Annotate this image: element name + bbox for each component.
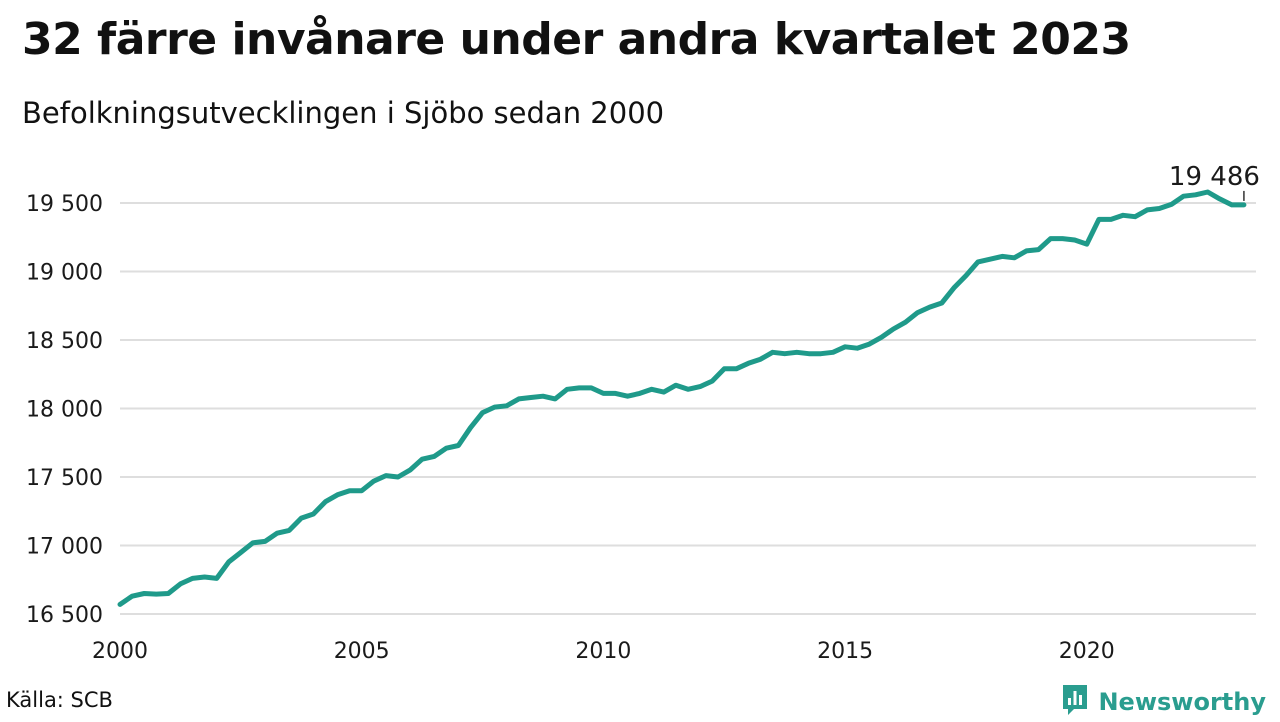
x-tick-label: 2010	[575, 639, 631, 664]
x-tick-label: 2005	[334, 639, 390, 664]
x-axis-ticks: 2000 2005 2010 2015 2020	[92, 639, 1115, 664]
y-tick-label: 18 500	[26, 329, 103, 354]
y-tick-label: 16 500	[26, 603, 103, 628]
bar-chart-icon	[1060, 682, 1090, 722]
brand-name: Newsworthy	[1098, 688, 1266, 716]
x-tick-label: 2000	[92, 639, 148, 664]
y-tick-label: 17 000	[26, 535, 103, 560]
annotation: 19 486	[1169, 162, 1260, 201]
chart-title: 32 färre invånare under andra kvartalet …	[22, 14, 1131, 65]
grid-lines	[120, 202, 1256, 615]
series-line	[117, 189, 1247, 607]
x-tick-label: 2015	[817, 639, 873, 664]
annotation-label: 19 486	[1169, 162, 1260, 192]
y-tick-label: 18 000	[26, 398, 103, 423]
y-tick-label: 19 500	[26, 192, 103, 217]
series	[117, 189, 1247, 607]
chart-subtitle: Befolkningsutvecklingen i Sjöbo sedan 20…	[22, 96, 665, 130]
source-note: Källa: SCB	[6, 688, 113, 712]
y-tick-label: 17 500	[26, 466, 103, 491]
brand-logo: Newsworthy	[1060, 682, 1266, 722]
y-tick-label: 19 000	[26, 261, 103, 286]
y-axis-ticks: 16 500 17 000 17 500 18 000 18 500 19 000 19 5…	[26, 192, 103, 628]
x-tick-label: 2020	[1059, 639, 1115, 664]
